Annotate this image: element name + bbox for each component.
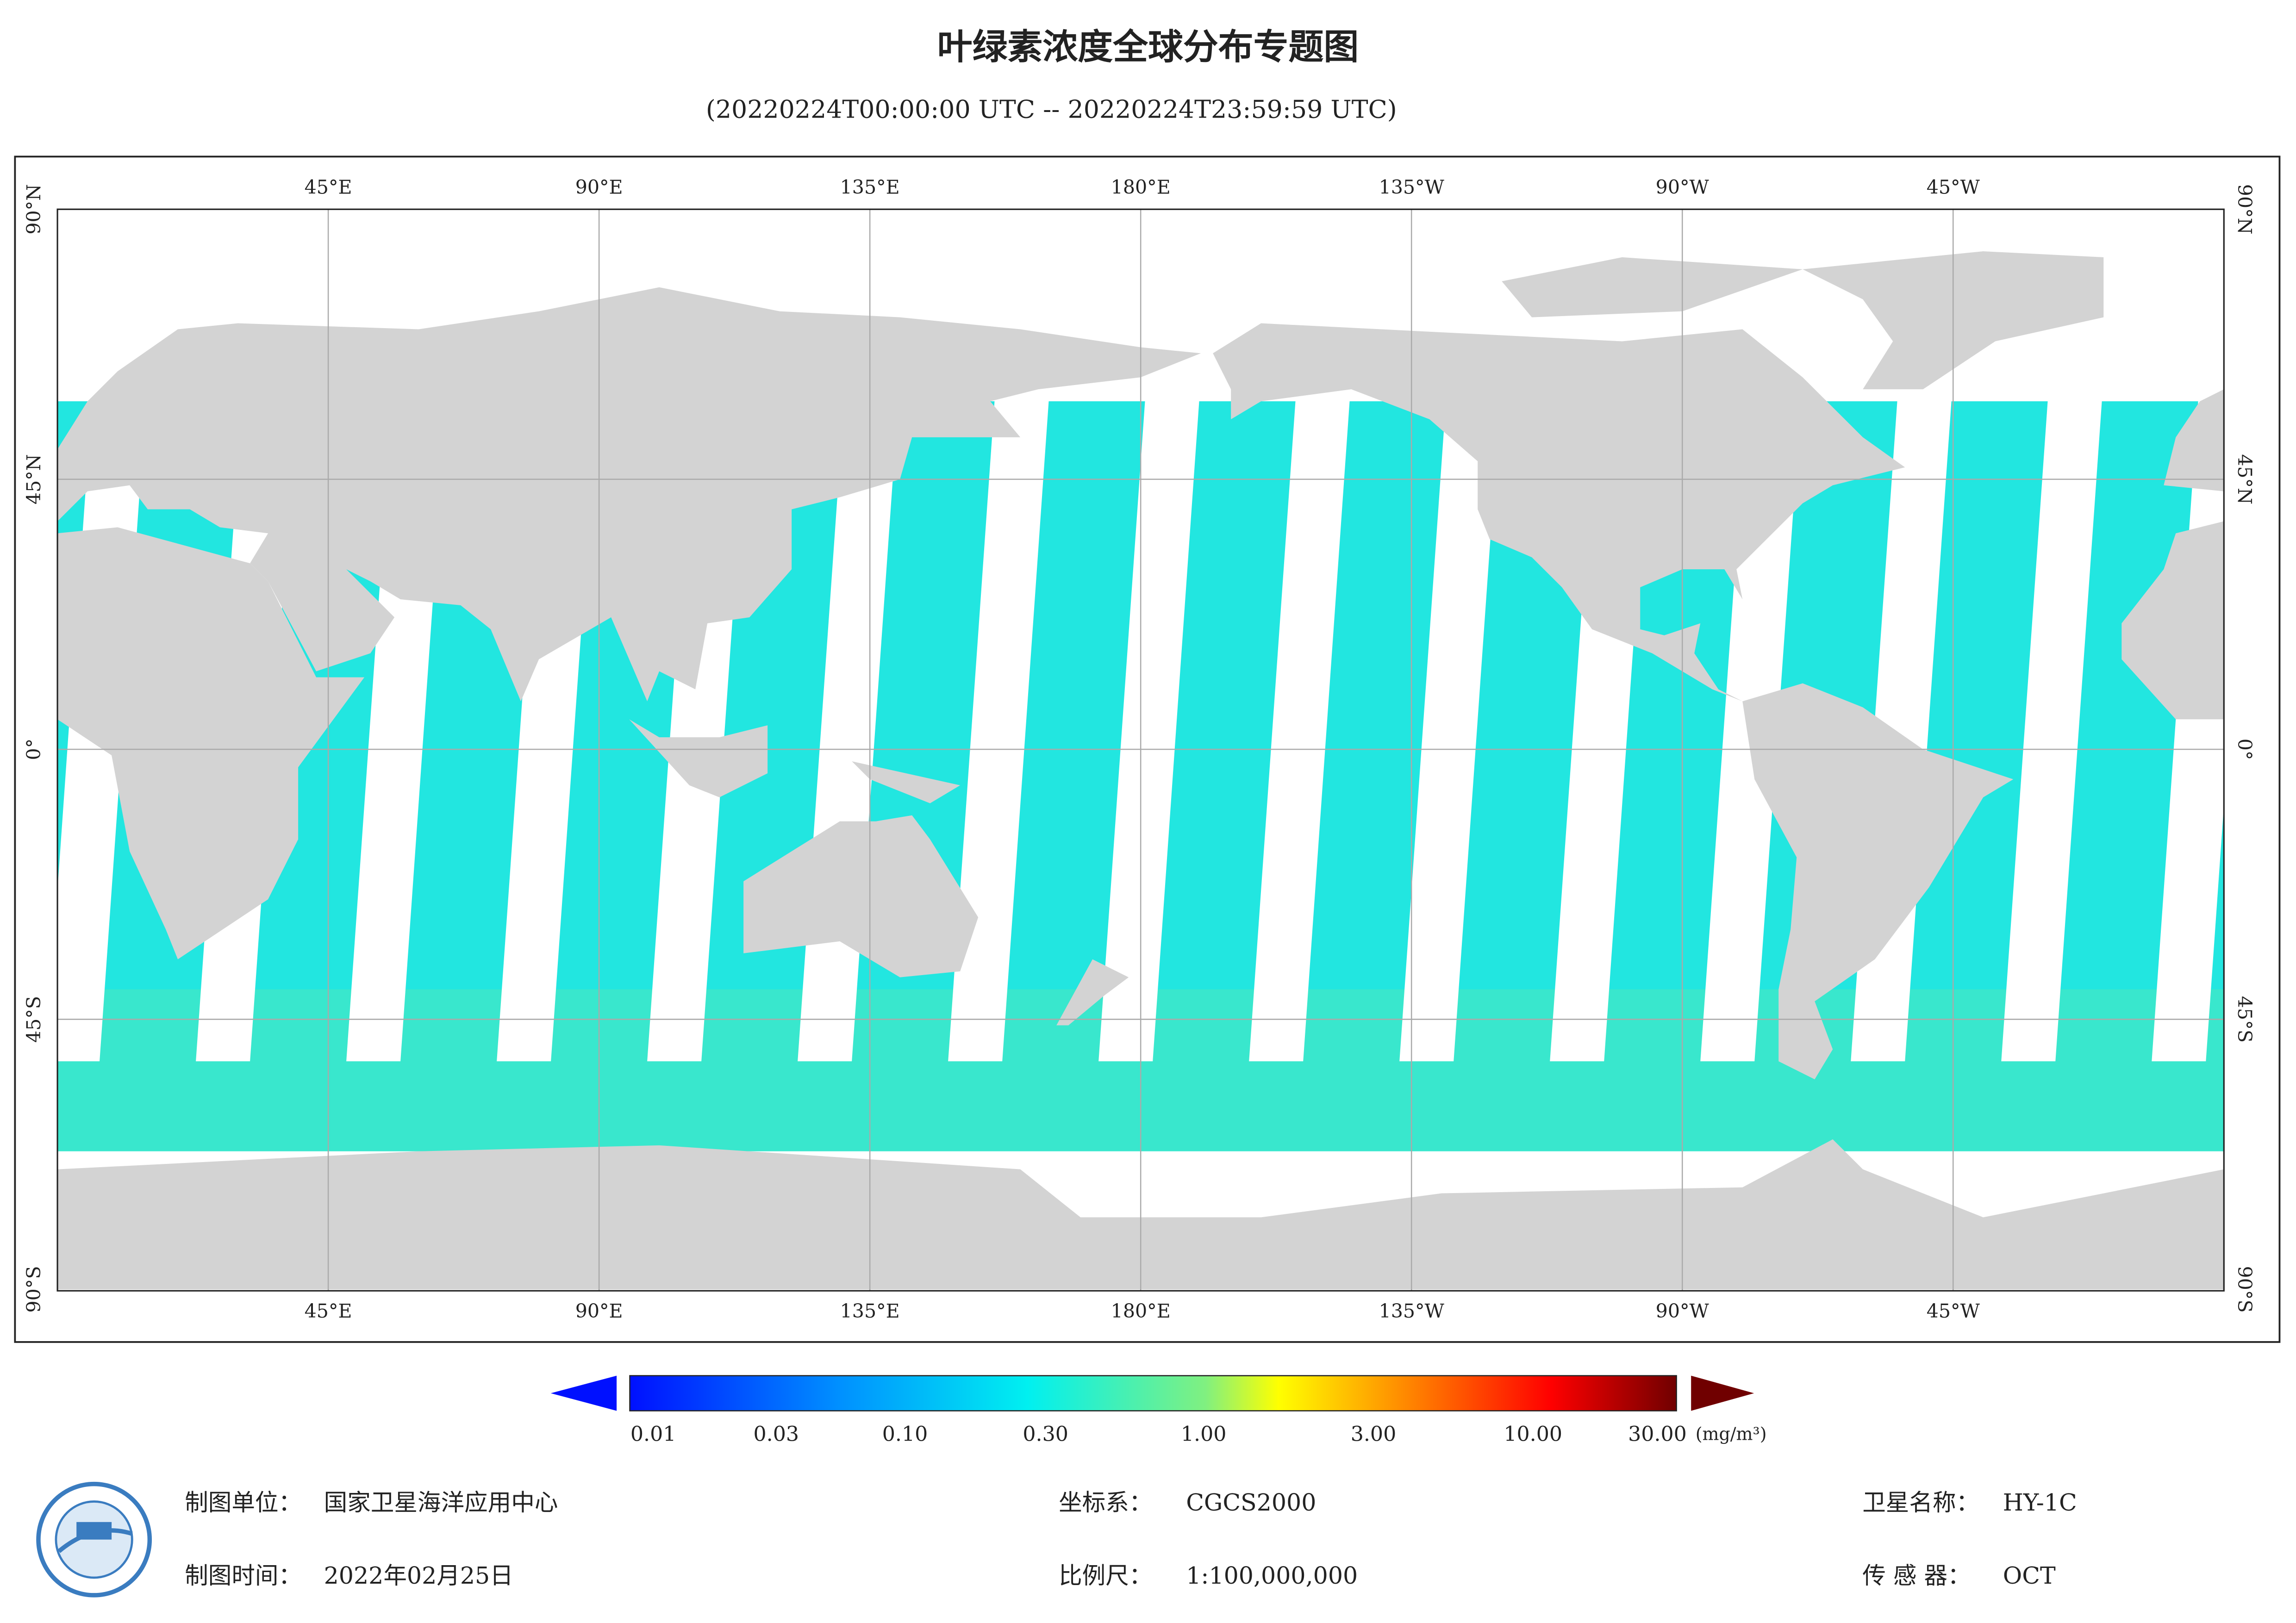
lat-label-left: 0° [23, 739, 45, 760]
lat-label-left: 45°S [23, 996, 45, 1043]
lon-label-top: 90°E [575, 176, 623, 198]
lon-label-top: 135°W [1379, 176, 1445, 198]
colorbar [629, 1375, 1677, 1412]
swath-gap [2001, 377, 2104, 1062]
lon-label-bottom: 45°E [305, 1300, 352, 1322]
lat-label-right: 0° [2234, 739, 2256, 760]
footer-label: 卫星名称： [1862, 1489, 1979, 1516]
lon-label-top: 135°E [840, 176, 900, 198]
title: 叶绿素浓度全球分布专题图 [937, 26, 1359, 68]
swath-gap [1098, 377, 1201, 1062]
colorbar-tick: 3.00 [1351, 1423, 1397, 1446]
land [2164, 389, 2224, 491]
footer-label: 制图时间： [185, 1562, 302, 1589]
colorbar-tick: 1.00 [1181, 1423, 1227, 1446]
lon-label-bottom: 135°W [1379, 1300, 1445, 1322]
colorbar-tick: 30.00 [1628, 1423, 1687, 1446]
colorbar-low-arrow [550, 1375, 617, 1411]
lat-label-right: 45°S [2234, 996, 2256, 1043]
colorbar-tick: 0.10 [882, 1423, 928, 1446]
footer-value: 2022年02月25日 [324, 1562, 513, 1589]
colorbar-unit: (mg/m³) [1696, 1424, 1767, 1444]
lon-label-top: 45°E [305, 176, 352, 198]
swath-gap [948, 377, 1051, 1062]
colorbar-tick: 10.00 [1504, 1423, 1562, 1446]
lon-label-bottom: 90°E [575, 1300, 623, 1322]
lat-label-right: 45°N [2234, 454, 2256, 504]
colorbar-tick: 0.30 [1023, 1423, 1068, 1446]
footer-label: 制图单位： [185, 1489, 302, 1516]
lat-label-left: 90°N [23, 184, 45, 235]
map-frame [14, 155, 2281, 1343]
land [57, 287, 1201, 702]
land [629, 719, 768, 797]
lon-label-bottom: 45°W [1927, 1300, 1980, 1322]
land [57, 527, 365, 959]
map-area [57, 209, 2224, 1291]
lat-label-right: 90°N [2234, 184, 2256, 235]
footer-value: CGCS2000 [1186, 1489, 1316, 1516]
land [2121, 521, 2224, 720]
lon-label-bottom: 90°W [1656, 1300, 1710, 1322]
lon-label-top: 45°W [1927, 176, 1980, 198]
map-border [56, 208, 2225, 1292]
footer-label: 传 感 器： [1862, 1562, 1971, 1589]
colorbar-tick: 0.01 [630, 1423, 676, 1446]
subtitle: (20220224T00:00:00 UTC -- 20220224T23:59… [706, 94, 1397, 124]
land [1502, 257, 1803, 317]
lon-label-bottom: 180°E [1111, 1300, 1171, 1322]
footer-value: OCT [2003, 1562, 2056, 1589]
swath-gap [1249, 377, 1352, 1062]
swath-gap [1399, 377, 1502, 1062]
footer-value: 1:100,000,000 [1186, 1562, 1358, 1589]
land [1742, 683, 2014, 1080]
colorbar-high-arrow [1691, 1375, 1754, 1411]
lon-label-top: 180°E [1111, 176, 1171, 198]
land [743, 815, 979, 977]
logo [36, 1481, 152, 1598]
land [852, 761, 961, 803]
land [1056, 959, 1129, 1026]
footer-label: 比例尺： [1059, 1562, 1152, 1589]
footer-label: 坐标系： [1059, 1489, 1152, 1516]
lat-label-left: 45°N [23, 454, 45, 504]
footer-value: HY-1C [2003, 1489, 2077, 1516]
lat-label-left: 90°S [23, 1266, 45, 1312]
lat-label-right: 90°S [2234, 1266, 2256, 1312]
footer-value: 国家卫星海洋应用中心 [324, 1489, 558, 1516]
lon-label-bottom: 135°E [840, 1300, 900, 1322]
land [1213, 323, 1905, 702]
colorbar-tick: 0.03 [753, 1423, 799, 1446]
lon-label-top: 90°W [1656, 176, 1710, 198]
